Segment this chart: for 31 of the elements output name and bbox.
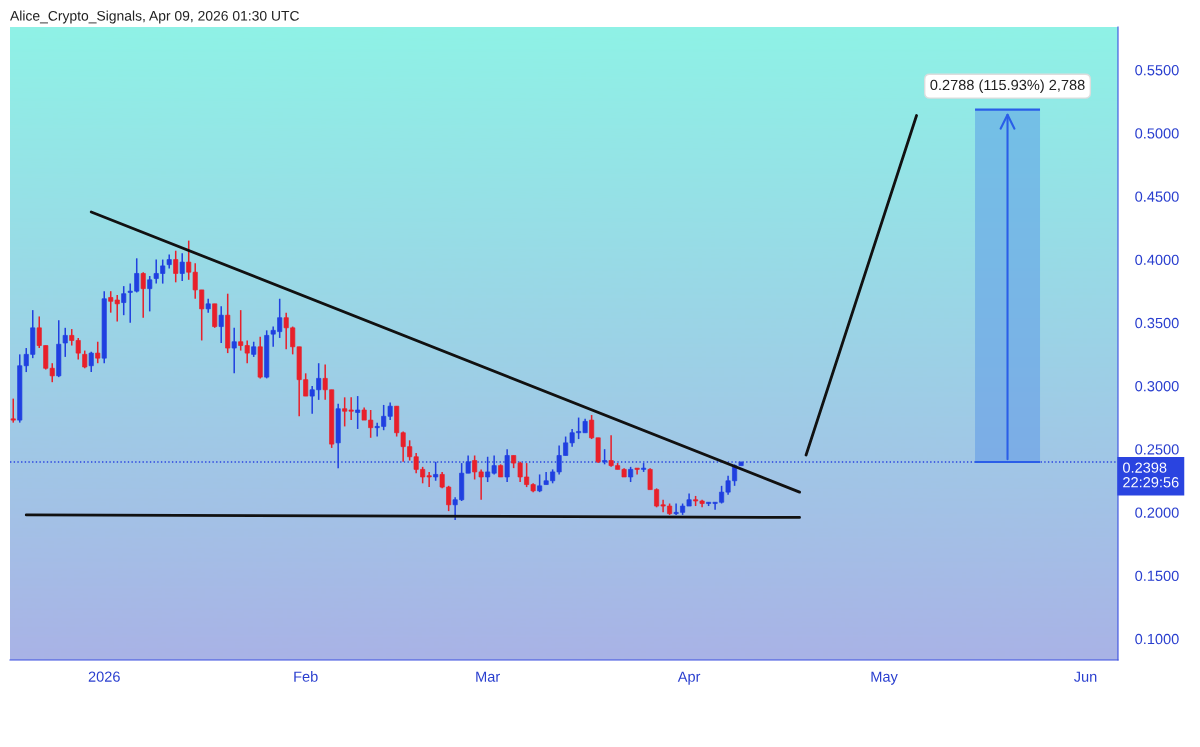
candlestick [147,275,153,313]
x-tick-label: 2026 [88,671,120,682]
candlestick [62,327,68,358]
candlestick [231,327,237,375]
y-tick-label: 0.5000 [1135,128,1179,139]
candlestick [95,340,101,364]
x-tick-label: Apr [677,671,701,685]
candlestick [121,285,127,316]
annotation: 0.2788 (115.93%) 2,788 [930,79,1085,93]
candlestick [218,305,224,344]
y-tick-label: 0.1500 [1135,570,1179,581]
ref-line-label: 0.2398 22:29:56 [1123,462,1179,488]
y-tick-label: 0.3000 [1135,381,1179,392]
y-tick-label: 0.2000 [1135,507,1179,518]
candlestick [10,397,16,424]
candlestick [140,271,146,319]
candlestick [179,252,185,282]
y-tick-label: 0.1000 [1135,633,1179,645]
y-tick-label: 0.4000 [1135,254,1179,265]
x-tick-label: Feb [294,671,318,682]
y-tick-label: 0.3500 [1135,317,1179,329]
candlestick [212,303,218,329]
x-tick-label: May [871,671,898,685]
chart-title: Alice_Crypto_Signals, Apr 09, 2026 01:30 UTC [10,10,299,24]
candlestick [173,249,179,284]
y-tick-label: 0.2500 [1135,444,1179,455]
x-tick-label: Jun [1073,671,1097,682]
y-tick-label: 0.5500 [1135,65,1179,76]
x-tick-label: Mar [476,671,500,682]
candlestick [355,395,361,430]
y-tick-label: 0.4500 [1135,191,1179,202]
